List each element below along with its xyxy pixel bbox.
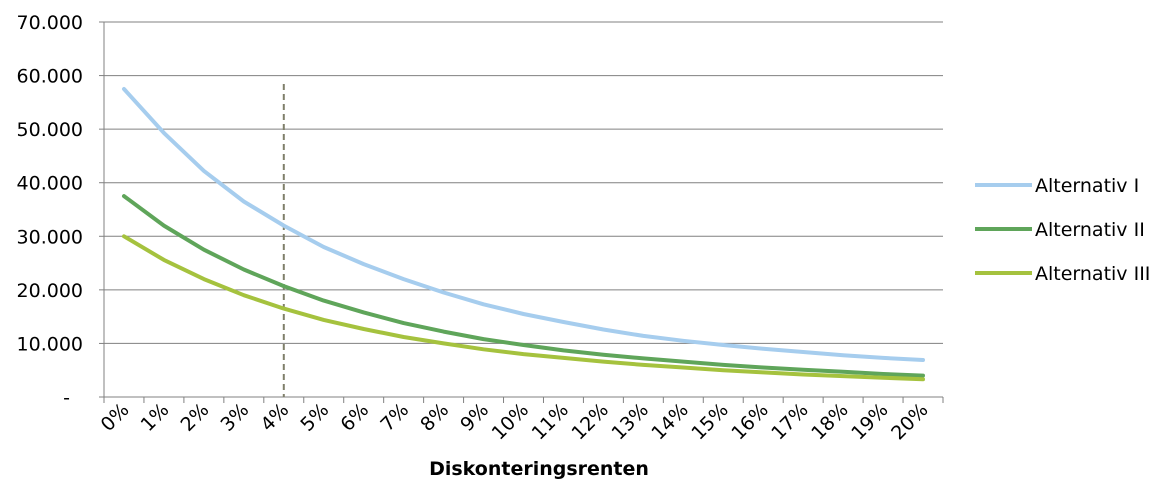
x-tick-label: 5% bbox=[296, 399, 333, 436]
series-line-2 bbox=[122, 194, 925, 378]
gridlines bbox=[104, 21, 943, 344]
y-tick-label: 30.000 bbox=[17, 226, 83, 248]
y-tick-label: 50.000 bbox=[17, 119, 83, 141]
series-line-3 bbox=[122, 234, 925, 382]
x-tick-label: 9% bbox=[456, 399, 493, 436]
legend-label: Alternativ I bbox=[1035, 175, 1139, 197]
x-tick-label: 2% bbox=[177, 399, 214, 436]
x-tick-label: 6% bbox=[336, 399, 373, 436]
x-tick-label: 12% bbox=[568, 399, 613, 444]
x-tick-label: 14% bbox=[647, 399, 692, 444]
y-axis-tick-labels: - 10.000 20.000 30.000 40.000 50.000 60.000 70.… bbox=[17, 12, 83, 409]
legend-label: Alternativ II bbox=[1035, 219, 1145, 241]
y-tick-label: 20.000 bbox=[17, 280, 83, 302]
x-tick-label: 11% bbox=[528, 399, 573, 444]
series-lines bbox=[122, 87, 925, 382]
legend: Alternativ I Alternativ II Alternativ III bbox=[975, 175, 1150, 285]
x-tick-label: 16% bbox=[727, 399, 772, 444]
y-tick-label: 10.000 bbox=[17, 333, 83, 355]
x-tick-label: 15% bbox=[687, 399, 732, 444]
x-tick-label: 18% bbox=[807, 399, 852, 444]
y-tick-label: 70.000 bbox=[17, 12, 83, 34]
x-tick-label: 19% bbox=[847, 399, 892, 444]
x-tick-label: 13% bbox=[607, 399, 652, 444]
x-tick-label: 4% bbox=[256, 399, 293, 436]
x-tick-label: 0% bbox=[97, 399, 134, 436]
x-tick-label: 3% bbox=[216, 399, 253, 436]
y-tick-label: - bbox=[63, 387, 70, 409]
y-tick-label: 40.000 bbox=[17, 173, 83, 195]
series-line-1 bbox=[122, 87, 925, 362]
x-tick-label: 17% bbox=[767, 399, 812, 444]
x-tick-label: 10% bbox=[488, 399, 533, 444]
x-axis: 0% 1% 2% 3% 4% 5% 6% 7% 8% 9%10%11%12%13%14%15%16… bbox=[97, 21, 944, 444]
legend-label: Alternativ III bbox=[1035, 263, 1150, 285]
y-tick-label: 60.000 bbox=[17, 66, 83, 88]
x-axis-title: Diskonteringsrenten bbox=[429, 458, 649, 479]
x-tick-label: 20% bbox=[887, 399, 932, 444]
x-tick-label: 7% bbox=[376, 399, 413, 436]
x-tick-label: 1% bbox=[137, 399, 174, 436]
x-tick-label: 8% bbox=[416, 399, 453, 436]
